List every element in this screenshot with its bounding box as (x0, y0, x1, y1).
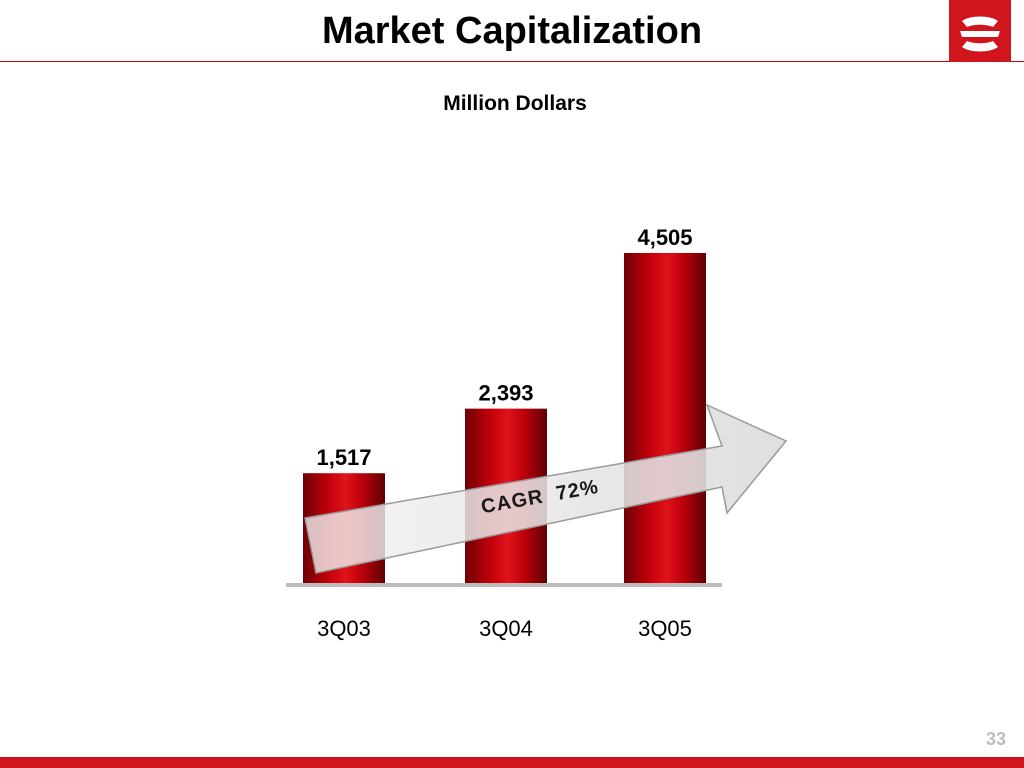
x-tick-label: 3Q05 (638, 616, 692, 641)
x-tick-label: 3Q03 (317, 616, 371, 641)
footer-bar (0, 757, 1024, 768)
bar-value-label: 1,517 (316, 445, 371, 470)
chart-subtitle: Million Dollars (443, 92, 587, 115)
x-tick-label: 3Q04 (479, 616, 533, 641)
bar-value-label: 2,393 (478, 381, 533, 406)
bar-3Q05 (624, 253, 706, 585)
page-number: 33 (985, 729, 1006, 749)
brand-logo-icon (949, 0, 1011, 62)
slide-title: Market Capitalization (321, 10, 703, 52)
labels-layer: 1,517 3Q03 2,393 3Q04 4,505 3Q05 (316, 225, 692, 641)
title-divider (0, 61, 1024, 62)
cagr-arrow (304, 403, 788, 574)
bar-value-label: 4,505 (637, 225, 692, 250)
